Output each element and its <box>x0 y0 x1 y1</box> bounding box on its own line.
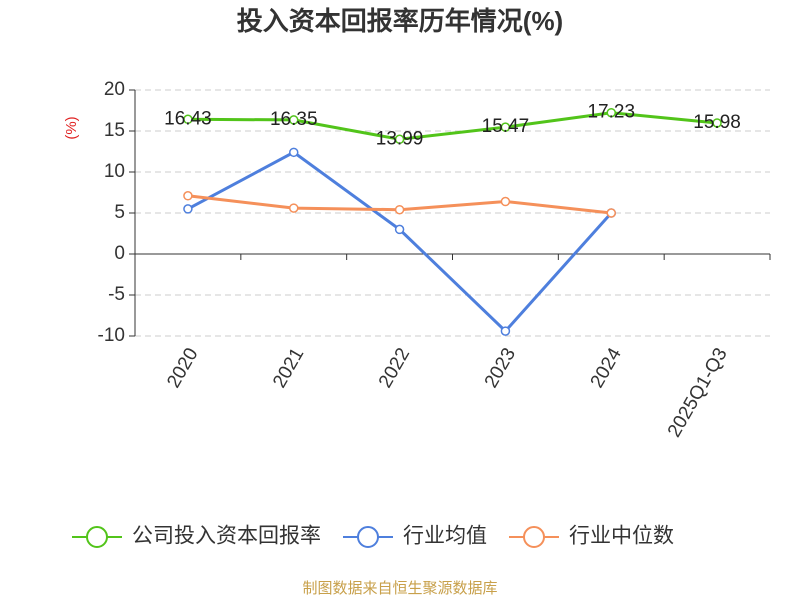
series-line <box>187 150 613 334</box>
data-point <box>183 114 193 125</box>
x-tick-label: 2021 <box>269 345 308 392</box>
chart-title: 投入资本回报率历年情况(%) <box>237 6 563 36</box>
source-note: 制图数据来自恒生聚源数据库 <box>302 580 497 597</box>
data-point <box>183 191 193 201</box>
series-line <box>187 111 718 141</box>
data-point <box>289 203 299 213</box>
legend-label: 公司投入资本回报率 <box>132 525 321 548</box>
y-axis-label: (%) <box>63 116 80 139</box>
data-label: 17.23 <box>587 102 635 123</box>
y-tick-label: 0 <box>114 243 125 264</box>
y-tick-label: 5 <box>114 202 125 223</box>
data-point <box>500 196 511 207</box>
legend-item: 行业中位数 <box>509 525 674 548</box>
data-label: 15.47 <box>482 116 530 137</box>
x-tick-label: 2025Q1-Q3 <box>664 345 732 441</box>
data-point <box>394 134 405 145</box>
data-label: 13.99 <box>376 128 424 149</box>
legend-marker <box>357 526 379 548</box>
y-tick-label: 10 <box>104 161 125 182</box>
y-tick-label: 15 <box>104 120 125 141</box>
y-tick-label: -5 <box>108 284 125 305</box>
legend-item: 行业均值 <box>343 525 487 548</box>
data-point <box>394 224 405 235</box>
x-tick-label: 2020 <box>163 345 202 392</box>
data-label: 16.35 <box>270 109 318 130</box>
data-point <box>289 147 299 158</box>
data-point <box>394 204 405 215</box>
y-tick-label: -10 <box>98 325 125 346</box>
data-point <box>712 118 722 128</box>
legend-item: 公司投入资本回报率 <box>72 525 321 548</box>
data-point <box>500 122 511 132</box>
legend-label: 行业中位数 <box>569 525 674 548</box>
data-point <box>289 115 299 125</box>
x-tick-label: 2023 <box>481 345 520 392</box>
data-point <box>606 208 616 218</box>
data-point <box>500 326 511 336</box>
y-tick-label: 20 <box>104 79 125 100</box>
x-tick-label: 2022 <box>375 345 414 392</box>
data-label: 16.43 <box>164 108 212 129</box>
legend-marker <box>86 526 108 548</box>
data-point <box>606 107 616 118</box>
data-label: 15.98 <box>693 112 741 133</box>
x-tick-label: 2024 <box>587 344 627 391</box>
legend-label: 行业均值 <box>403 525 487 548</box>
legend-marker <box>523 526 545 548</box>
data-point <box>183 204 193 214</box>
